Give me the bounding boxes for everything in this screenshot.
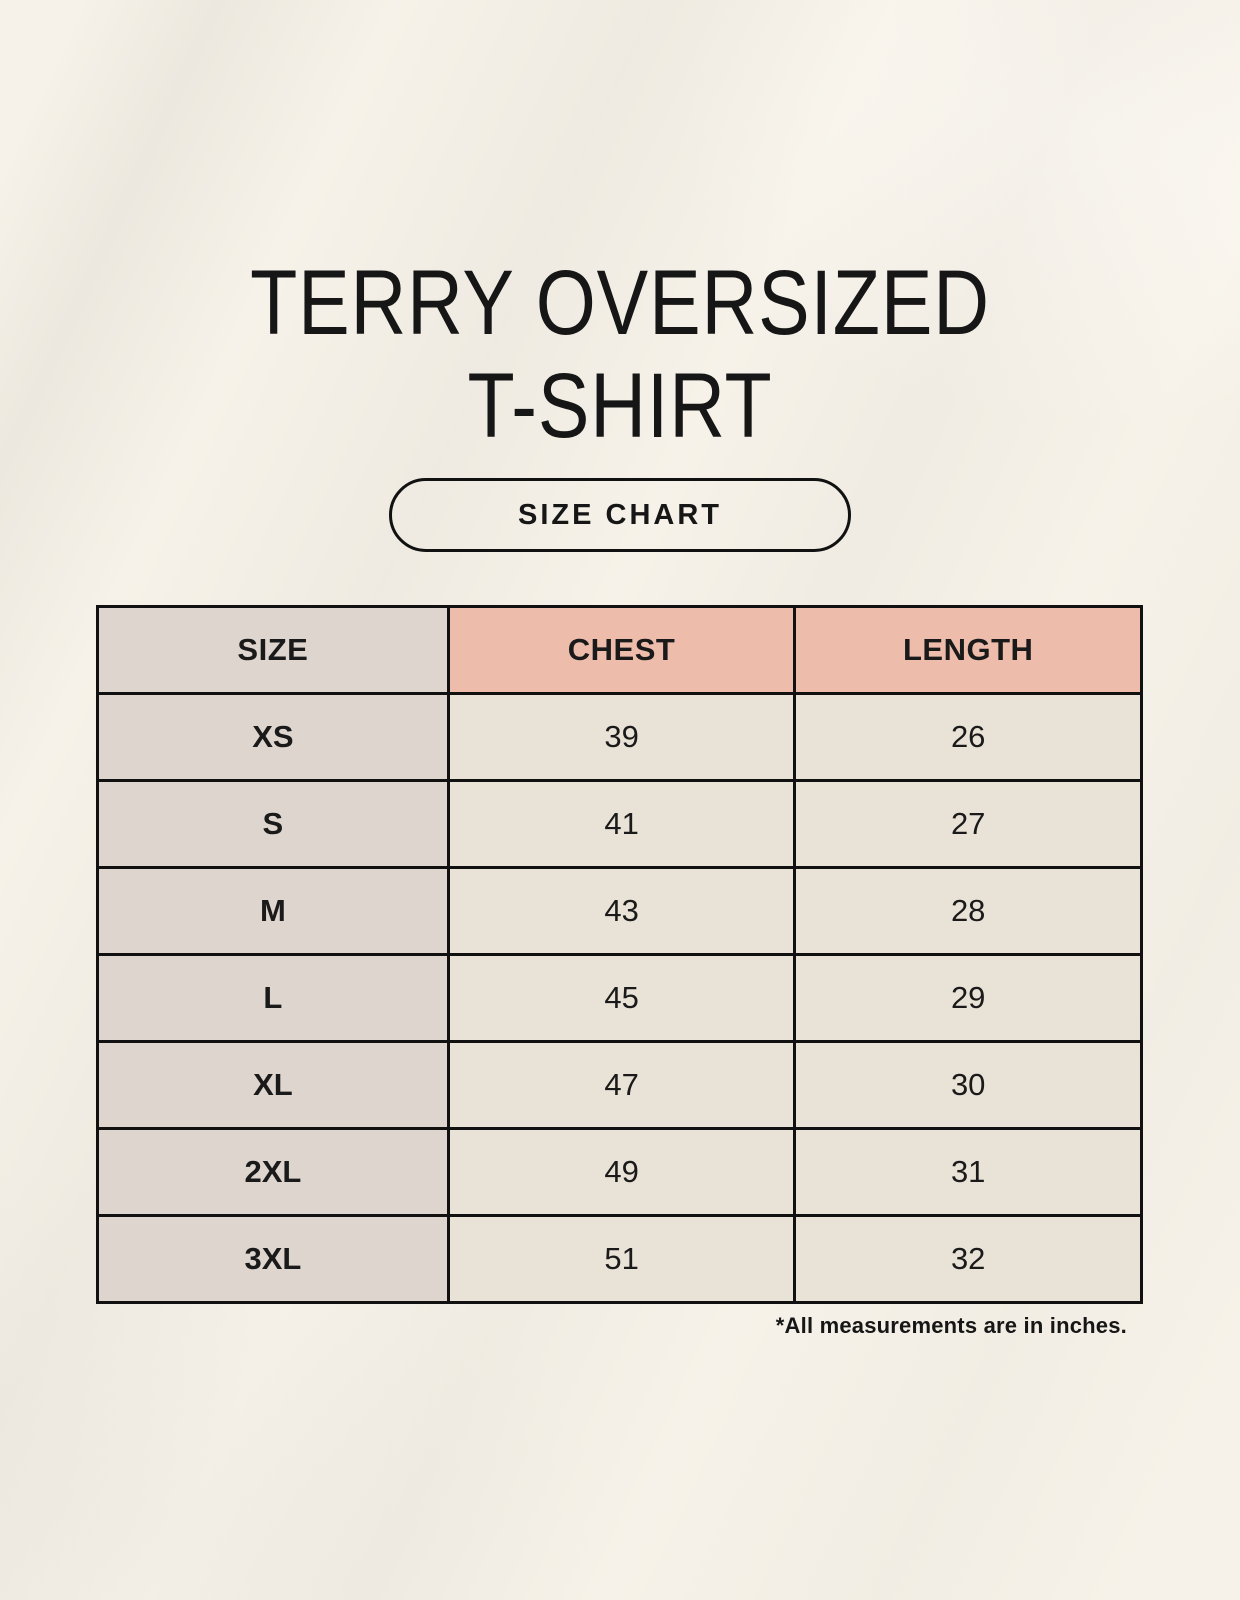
length-cell: 30 (793, 1040, 1143, 1130)
chest-cell: 49 (446, 1127, 797, 1217)
measurements-note: *All measurements are in inches. (775, 1313, 1127, 1338)
table-row: L 45 29 (96, 953, 1143, 1043)
table-row: XL 47 30 (96, 1040, 1143, 1130)
length-cell: 29 (793, 953, 1143, 1043)
length-cell: 27 (793, 779, 1143, 869)
size-cell: L (96, 953, 450, 1043)
product-title-line-1: TERRY OVERSIZED (250, 252, 990, 354)
chest-cell: 43 (446, 866, 797, 956)
length-cell: 26 (793, 692, 1143, 782)
column-header-chest: CHEST (446, 605, 797, 695)
chest-cell: 41 (446, 779, 797, 869)
chest-cell: 39 (446, 692, 797, 782)
size-cell: M (96, 866, 450, 956)
size-chart-button[interactable]: SIZE CHART (389, 478, 851, 552)
table-row: 3XL 51 32 (96, 1214, 1143, 1304)
table-row: M 43 28 (96, 866, 1143, 956)
column-header-length: LENGTH (793, 605, 1143, 695)
chest-cell: 45 (446, 953, 797, 1043)
size-cell: 3XL (96, 1214, 450, 1304)
product-title-line-2: T-SHIRT (467, 355, 773, 458)
table-row: S 41 27 (96, 779, 1143, 869)
header-row: SIZE CHEST LENGTH (96, 605, 1143, 695)
table-row: XS 39 26 (96, 692, 1143, 782)
size-table: SIZE CHEST LENGTH XS 39 26 S 41 27 M 43 … (96, 605, 1143, 1304)
size-cell: S (96, 779, 450, 869)
size-cell: XL (96, 1040, 450, 1130)
size-chart-table-container: SIZE CHEST LENGTH XS 39 26 S 41 27 M 43 … (96, 605, 1143, 1339)
table-row: 2XL 49 31 (96, 1127, 1143, 1217)
length-cell: 31 (793, 1127, 1143, 1217)
product-title: TERRY OVERSIZED T-SHIRT (99, 252, 1141, 458)
length-cell: 32 (793, 1214, 1143, 1304)
chest-cell: 47 (446, 1040, 797, 1130)
size-cell: 2XL (96, 1127, 450, 1217)
column-header-size: SIZE (96, 605, 450, 695)
chest-cell: 51 (446, 1214, 797, 1304)
size-cell: XS (96, 692, 450, 782)
length-cell: 28 (793, 866, 1143, 956)
